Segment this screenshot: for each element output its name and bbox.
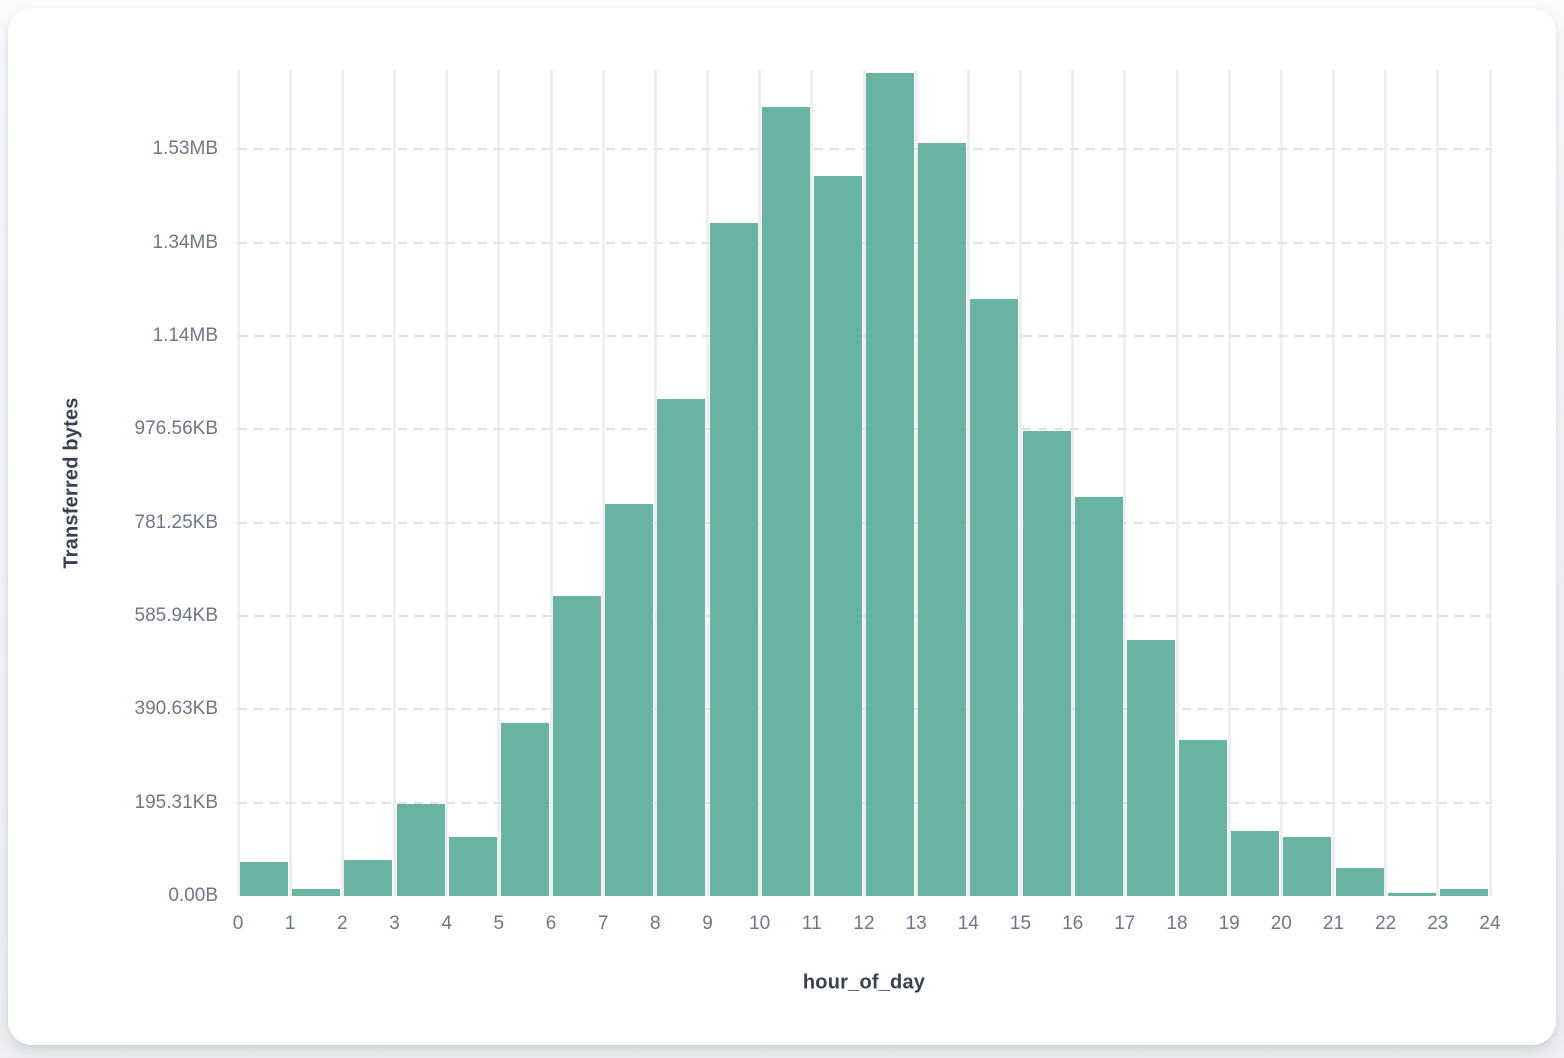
bar-hour-7[interactable] bbox=[605, 503, 654, 896]
horizontal-gridline bbox=[238, 335, 1490, 337]
x-axis-tick-label: 9 bbox=[702, 913, 713, 934]
vertical-gridline bbox=[653, 70, 657, 896]
y-axis-tick-label: 1.34MB bbox=[152, 231, 218, 253]
vertical-gridline bbox=[445, 70, 449, 896]
bar-hour-14[interactable] bbox=[970, 299, 1019, 896]
x-axis-tick-label: 10 bbox=[749, 913, 771, 934]
horizontal-gridline bbox=[238, 801, 1490, 804]
x-axis-tick-label: 3 bbox=[389, 913, 400, 934]
vertical-gridline bbox=[497, 70, 501, 896]
horizontal-gridline bbox=[238, 521, 1490, 524]
vertical-gridline bbox=[1436, 70, 1440, 896]
bar-hour-13[interactable] bbox=[918, 143, 967, 896]
vertical-gridline bbox=[1384, 70, 1388, 896]
chart-card: Transferred bytes hour_of_day 0.00B 195.3… bbox=[8, 8, 1556, 1045]
x-axis-tick-label: 13 bbox=[905, 913, 927, 934]
x-axis-tick-label: 1 bbox=[284, 913, 296, 934]
horizontal-gridline bbox=[238, 148, 1490, 151]
vertical-gridline bbox=[1071, 70, 1075, 896]
vertical-gridline bbox=[393, 70, 396, 896]
bar-hour-22[interactable] bbox=[1387, 893, 1436, 896]
x-axis-tick-label: 20 bbox=[1270, 913, 1292, 934]
bar-hour-21[interactable] bbox=[1335, 868, 1384, 896]
bar-hour-3[interactable] bbox=[396, 804, 445, 896]
bar-hour-12[interactable] bbox=[866, 73, 915, 896]
y-axis-tick-label: 0.00B bbox=[168, 885, 218, 906]
vertical-gridline bbox=[758, 70, 762, 896]
bar-hour-11[interactable] bbox=[813, 176, 862, 896]
bar-hour-18[interactable] bbox=[1179, 740, 1228, 896]
vertical-gridline bbox=[1019, 70, 1022, 896]
x-axis-tick-label: 7 bbox=[597, 913, 609, 934]
vertical-gridline bbox=[862, 70, 866, 896]
bar-hour-2[interactable] bbox=[344, 860, 393, 896]
bar-hour-1[interactable] bbox=[292, 889, 341, 896]
vertical-gridline bbox=[1123, 70, 1127, 896]
vertical-gridline bbox=[1279, 70, 1283, 896]
y-axis-tick-label: 1.53MB bbox=[152, 138, 218, 160]
y-axis-tick-label: 195.31KB bbox=[134, 791, 218, 813]
y-axis-tick-label: 1.14MB bbox=[152, 325, 218, 346]
vertical-gridline bbox=[1332, 70, 1335, 896]
vertical-gridline bbox=[706, 70, 709, 896]
x-axis-tick-label: 14 bbox=[957, 913, 979, 934]
x-axis-tick-label: 0 bbox=[232, 913, 244, 934]
bar-hour-9[interactable] bbox=[709, 223, 758, 896]
bar-hour-4[interactable] bbox=[448, 837, 497, 896]
horizontal-gridline bbox=[238, 708, 1490, 711]
y-axis-tick-label: 781.25KB bbox=[134, 511, 218, 533]
x-axis-tick-label: 22 bbox=[1375, 913, 1397, 934]
bar-hour-23[interactable] bbox=[1439, 889, 1488, 896]
bar-hour-15[interactable] bbox=[1022, 430, 1071, 896]
horizontal-gridline bbox=[238, 428, 1490, 431]
vertical-gridline bbox=[1227, 70, 1231, 896]
vertical-gridline bbox=[236, 70, 240, 896]
x-axis-tick-label: 5 bbox=[493, 913, 505, 934]
y-axis-tick-label: 976.56KB bbox=[134, 418, 218, 440]
x-axis-tick-label: 12 bbox=[853, 913, 875, 934]
vertical-gridline bbox=[1488, 70, 1492, 896]
bar-hour-19[interactable] bbox=[1231, 831, 1280, 896]
x-axis-tick-label: 23 bbox=[1427, 913, 1449, 934]
y-axis-tick-label: 390.63KB bbox=[134, 698, 218, 720]
vertical-gridline bbox=[1175, 70, 1179, 896]
horizontal-gridline bbox=[238, 615, 1490, 617]
vertical-gridline bbox=[601, 70, 605, 896]
transferred-bytes-histogram: Transferred bytes hour_of_day 0.00B 195.3… bbox=[8, 8, 1556, 1045]
horizontal-gridline bbox=[238, 241, 1490, 244]
x-axis-tick-label: 24 bbox=[1479, 913, 1501, 934]
x-axis-tick-label: 6 bbox=[545, 913, 557, 934]
bar-hour-17[interactable] bbox=[1126, 640, 1175, 896]
vertical-gridline bbox=[914, 70, 918, 896]
x-axis-tick-label: 2 bbox=[337, 913, 348, 934]
vertical-gridline bbox=[549, 70, 553, 896]
vertical-gridline bbox=[810, 70, 814, 896]
bar-hour-6[interactable] bbox=[553, 595, 602, 896]
bar-hour-0[interactable] bbox=[240, 861, 289, 896]
bar-hour-20[interactable] bbox=[1283, 837, 1332, 896]
bar-hour-10[interactable] bbox=[761, 107, 810, 896]
vertical-gridline bbox=[340, 70, 344, 896]
y-axis-tick-label: 585.94KB bbox=[134, 605, 218, 626]
bar-hour-16[interactable] bbox=[1074, 496, 1123, 896]
x-axis-tick-label: 21 bbox=[1322, 913, 1345, 934]
x-axis-tick-label: 15 bbox=[1009, 913, 1032, 934]
vertical-gridline bbox=[966, 70, 970, 896]
x-axis-tick-label: 8 bbox=[650, 913, 661, 934]
x-axis-tick-label: 18 bbox=[1166, 913, 1188, 934]
bar-hour-8[interactable] bbox=[657, 399, 706, 896]
x-axis-tick-label: 17 bbox=[1114, 913, 1136, 934]
vertical-gridline bbox=[288, 70, 292, 896]
x-axis-tick-label: 16 bbox=[1062, 913, 1084, 934]
x-axis-tick-label: 19 bbox=[1218, 913, 1240, 934]
x-axis-tick-label: 4 bbox=[441, 913, 452, 934]
x-axis-title: hour_of_day bbox=[802, 971, 926, 994]
bar-hour-5[interactable] bbox=[500, 723, 549, 896]
x-axis-tick-label: 11 bbox=[801, 913, 822, 934]
